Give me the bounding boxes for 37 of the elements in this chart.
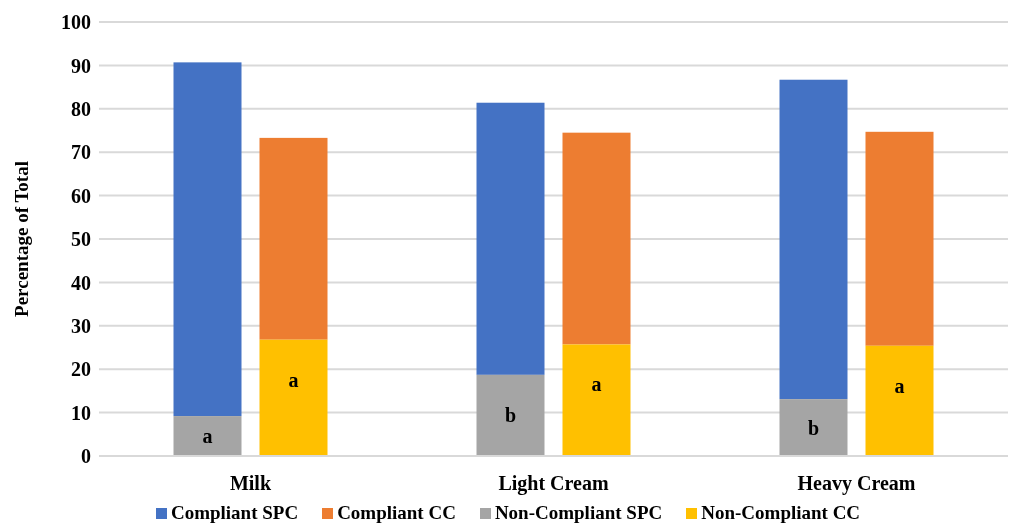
x-tick-label: Light Cream xyxy=(498,472,609,496)
data-label: b xyxy=(807,416,820,439)
y-tick-label: 0 xyxy=(81,445,91,468)
y-tick-label: 70 xyxy=(71,141,91,164)
data-label: a xyxy=(894,374,905,397)
bar xyxy=(259,339,328,456)
bar xyxy=(562,344,631,456)
bar xyxy=(562,132,631,345)
y-tick-label: 60 xyxy=(71,184,91,207)
bar xyxy=(779,399,848,456)
y-tick-label: 30 xyxy=(71,314,91,337)
y-axis-title: Percentage of Total xyxy=(10,161,32,317)
y-tick-label: 20 xyxy=(71,358,91,381)
legend-label: Compliant CC xyxy=(337,502,456,524)
data-label: b xyxy=(504,403,517,426)
y-tick-label: 50 xyxy=(71,228,91,251)
bar xyxy=(259,137,328,340)
bar xyxy=(865,131,934,346)
data-label: a xyxy=(591,373,602,396)
y-tick-label: 80 xyxy=(71,97,91,120)
bar xyxy=(173,416,242,456)
legend-label: Non-Compliant CC xyxy=(701,502,861,524)
bar xyxy=(779,79,848,400)
bar xyxy=(476,374,545,456)
y-tick-label: 10 xyxy=(71,401,91,424)
bar xyxy=(865,345,934,456)
x-tick-label: Heavy Cream xyxy=(797,472,916,496)
x-tick-label: Milk xyxy=(229,472,272,495)
bar xyxy=(476,102,545,375)
data-label: a xyxy=(202,425,213,448)
data-label: a xyxy=(288,368,299,391)
bar xyxy=(173,62,242,417)
y-tick-label: 40 xyxy=(71,271,91,294)
y-tick-label: 90 xyxy=(71,54,91,77)
legend-label: Non-Compliant SPC xyxy=(494,502,663,524)
y-tick-label: 100 xyxy=(61,11,91,34)
legend-label: Compliant SPC xyxy=(170,502,299,524)
